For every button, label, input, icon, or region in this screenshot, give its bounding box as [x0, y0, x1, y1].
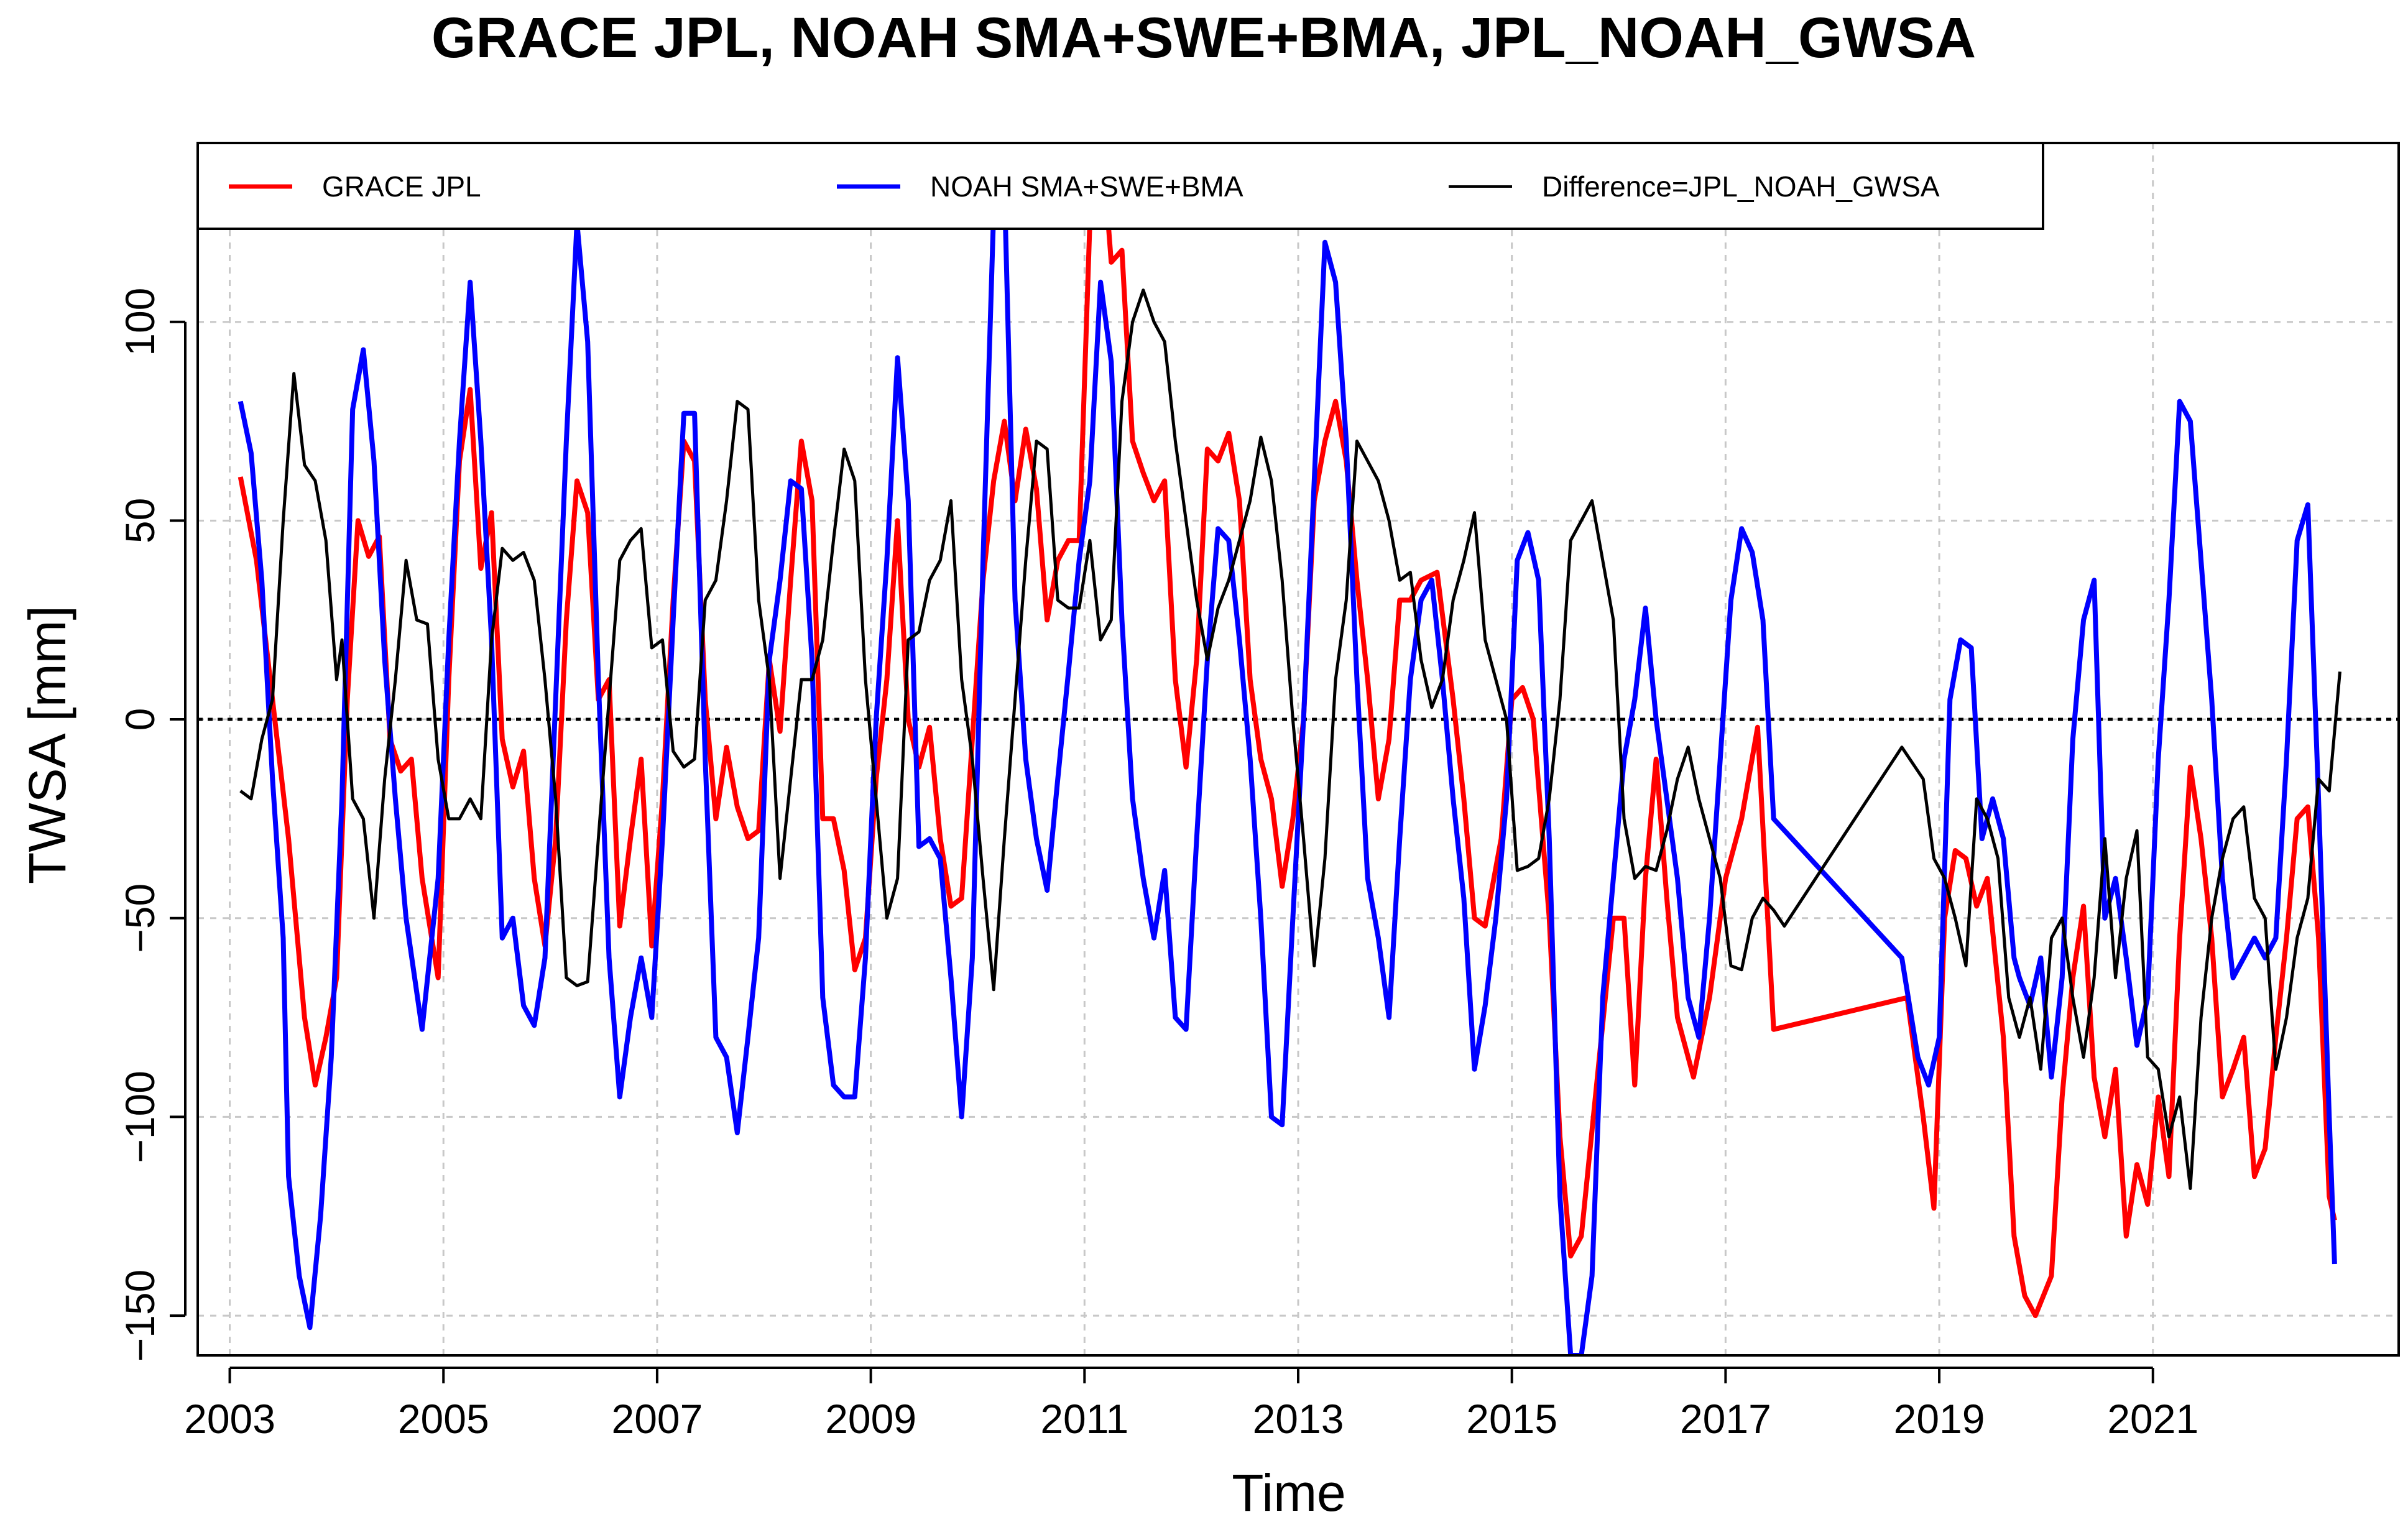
legend-entry-difference: Difference=JPL_NOAH_GWSA: [1449, 170, 1940, 203]
x-tick-label-2021: 2021: [2107, 1396, 2198, 1442]
x-tick-label-2011: 2011: [1040, 1396, 1128, 1442]
y-tick-label--150: −150: [117, 1270, 163, 1362]
x-tick-label-2013: 2013: [1253, 1396, 1344, 1442]
x-axis: 2003 2005 2007 2009 2011 2013 2015 2017 2019 2021: [184, 1367, 2198, 1442]
chart-title: GRACE JPL, NOAH SMA+SWE+BMA, JPL_NOAH_GW…: [431, 6, 1976, 70]
series-layer: [238, 143, 2341, 1355]
y-tick-label--50: −50: [117, 883, 163, 953]
x-tick-label-2009: 2009: [825, 1396, 916, 1442]
y-tick-label-0: 0: [117, 708, 163, 731]
y-axis-label: TWSA [mm]: [18, 606, 76, 884]
legend-label-noah: NOAH SMA+SWE+BMA: [930, 170, 1243, 203]
y-tick-label--100: −100: [117, 1071, 163, 1163]
grid: [198, 143, 2399, 1355]
series-line-grace-jpl: [238, 143, 2337, 1319]
legend-label-grace-jpl: GRACE JPL: [322, 170, 481, 203]
legend-box: [196, 142, 2044, 230]
legend-entry-noah: NOAH SMA+SWE+BMA: [837, 170, 1243, 203]
x-tick-label-2003: 2003: [184, 1396, 275, 1442]
x-tick-label-2015: 2015: [1466, 1396, 1557, 1442]
series-line-difference: [239, 288, 2341, 1190]
y-tick-label-50: 50: [117, 498, 163, 543]
y-axis: −150 −100 −50 0 50 100: [117, 288, 187, 1362]
y-tick-label-100: 100: [117, 288, 163, 356]
legend-label-difference: Difference=JPL_NOAH_GWSA: [1542, 170, 1940, 203]
series-line-noah: [238, 180, 2337, 1355]
legend-entry-grace-jpl: GRACE JPL: [229, 170, 481, 203]
x-tick-label-2017: 2017: [1680, 1396, 1771, 1442]
x-axis-label: Time: [1232, 1464, 1346, 1522]
x-tick-label-2005: 2005: [398, 1396, 489, 1442]
x-tick-label-2019: 2019: [1894, 1396, 1985, 1442]
legend: GRACE JPL NOAH SMA+SWE+BMA Difference=JP…: [196, 142, 2044, 230]
x-tick-label-2007: 2007: [612, 1396, 703, 1442]
